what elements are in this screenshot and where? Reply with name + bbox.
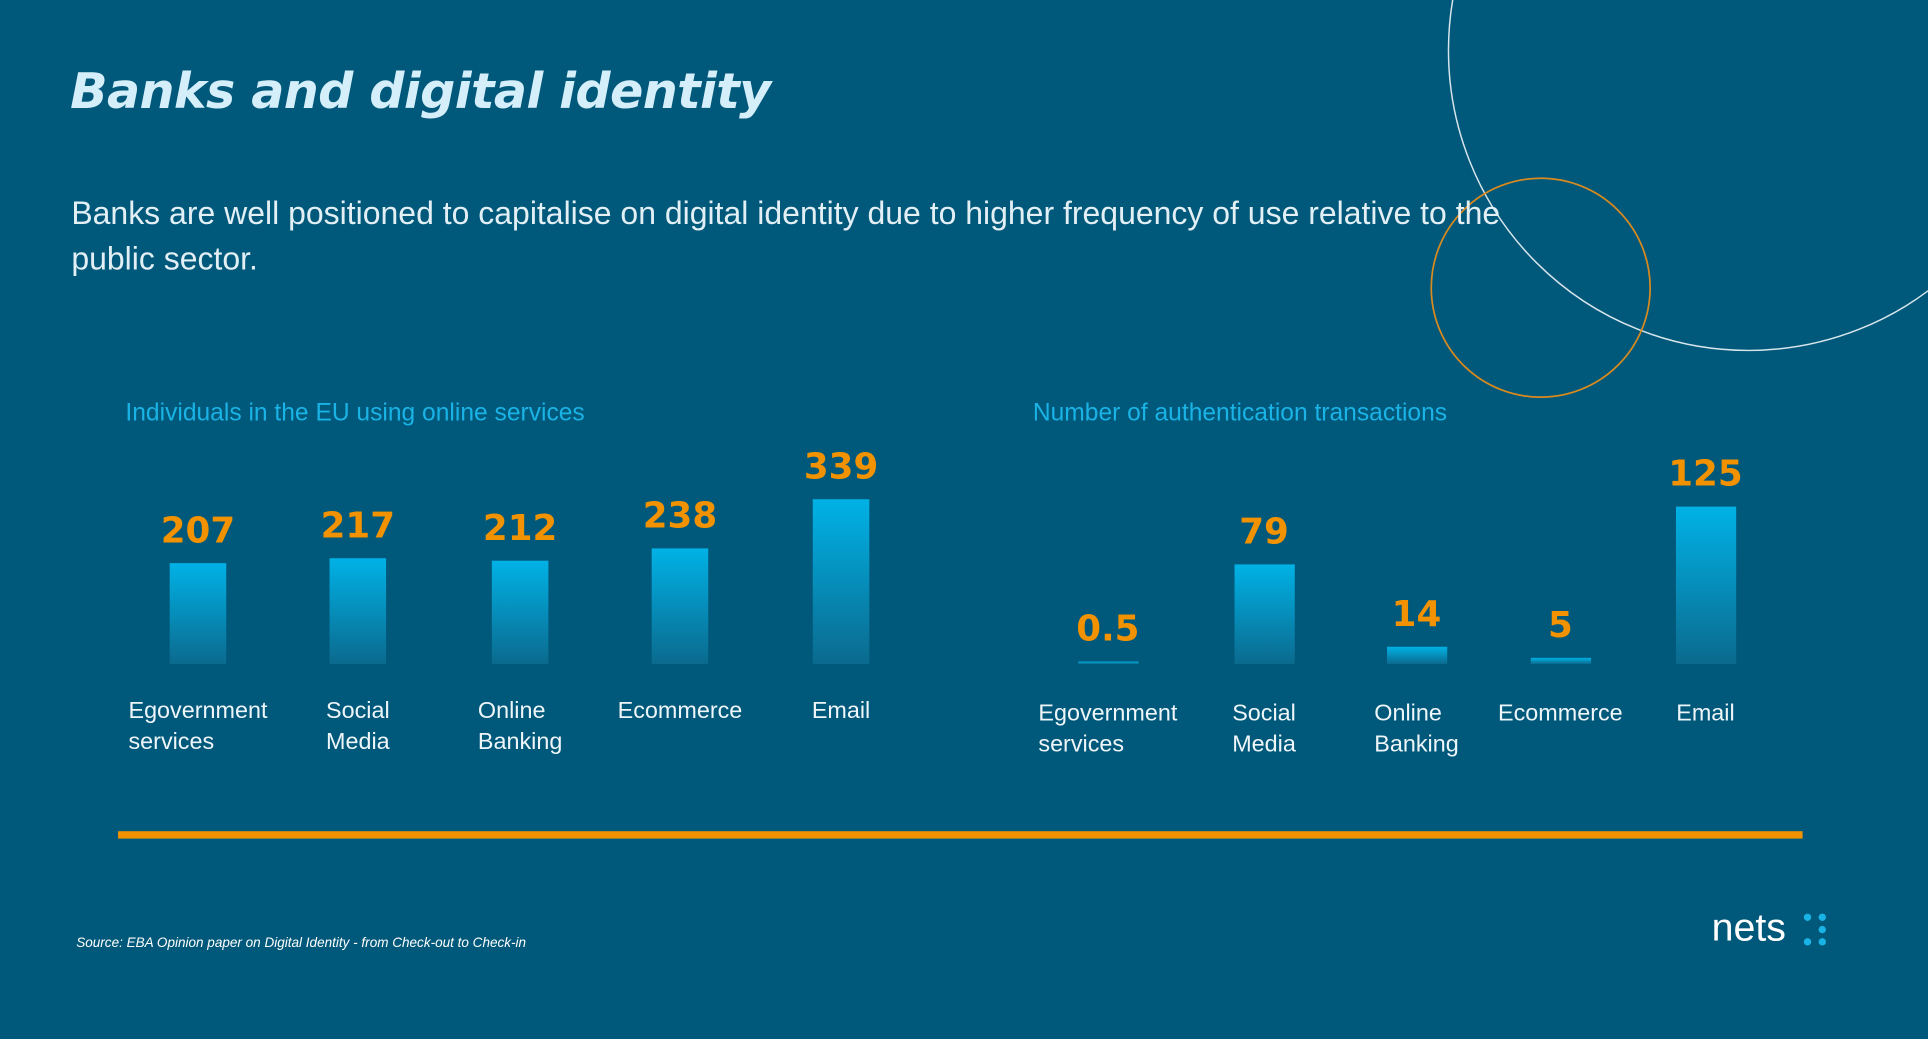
bar <box>1386 646 1447 664</box>
divider <box>118 831 1803 839</box>
category-label: Ecommerce <box>617 698 743 725</box>
category-label: Online Banking <box>1374 700 1459 758</box>
value-label: 238 <box>642 494 718 537</box>
bar <box>1077 661 1138 664</box>
category-label: Social Media <box>1232 700 1296 758</box>
category-label: Social Media <box>325 698 390 755</box>
logo-dots <box>1803 913 1826 946</box>
value-label: 339 <box>803 445 879 487</box>
chart-title: Individuals in the EU using online servi… <box>125 399 585 427</box>
value-label: 14 <box>1391 592 1442 635</box>
bar <box>169 563 227 664</box>
bar <box>1675 506 1736 664</box>
source-note: Source: EBA Opinion paper on Digital Ide… <box>76 935 527 951</box>
category-label: Online Banking <box>477 698 563 755</box>
bar <box>651 548 709 664</box>
value-label: 217 <box>320 504 396 547</box>
category-label: Ecommerce <box>1498 700 1623 727</box>
category-label: Egovernment services <box>128 698 268 755</box>
value-label: 79 <box>1239 510 1289 553</box>
deco-circle <box>1430 177 1651 399</box>
category-label: Email <box>811 698 871 725</box>
value-label: 212 <box>482 506 558 549</box>
chart-title: Number of authentication transactions <box>1032 399 1448 427</box>
value-label: 125 <box>1668 452 1743 495</box>
value-label: 5 <box>1547 603 1573 646</box>
title: Banks and digital identity <box>70 63 771 121</box>
logo: nets <box>1711 904 1786 950</box>
bar <box>1530 657 1591 664</box>
category-label: Egovernment services <box>1038 700 1178 758</box>
value-label: 207 <box>160 509 236 552</box>
deco-circle <box>1447 0 1928 352</box>
bar <box>329 558 387 664</box>
subtitle: Banks are well positioned to capitalise … <box>71 194 1501 277</box>
bar <box>491 560 549 664</box>
value-label: 0.5 <box>1076 607 1140 650</box>
category-label: Email <box>1676 700 1735 727</box>
bar <box>1233 564 1295 664</box>
bar <box>812 499 870 664</box>
